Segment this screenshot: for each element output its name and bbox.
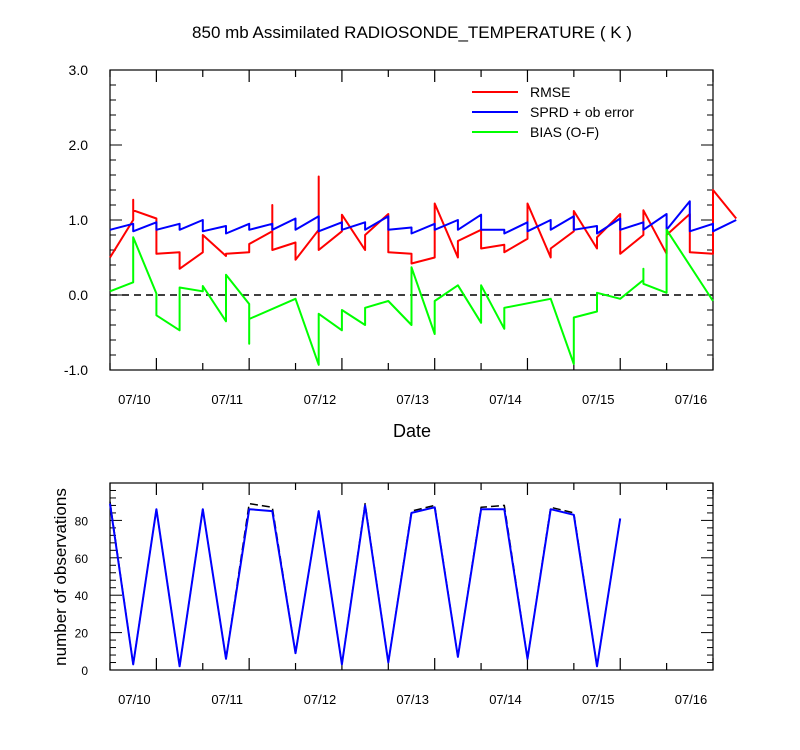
series-line-sprd-ob-error — [109, 200, 737, 235]
y-axis-label: number of observations — [51, 488, 70, 666]
y-tick-label: 1.0 — [69, 212, 89, 228]
series-line-possible — [109, 501, 621, 668]
y-tick-label: 3.0 — [69, 62, 89, 78]
x-tick-label: 07/16 — [675, 692, 708, 707]
bottom-chart: 07/10 07/11 07/12 07/13 07/14 07/15 07/16 0 20 40… — [51, 482, 714, 707]
bottom-plot-frame — [109, 482, 714, 671]
legend-label: SPRD + ob error — [530, 104, 634, 120]
series-line-bias-o-f — [109, 228, 714, 366]
top-axis-ticks: 07/10 07/11 07/12 07/13 07/14 07/15 07/16 -1.0 0… — [64, 62, 714, 407]
series-line-rmse — [109, 175, 737, 270]
x-tick-label: 07/15 — [582, 692, 615, 707]
bottom-series-lines — [109, 501, 622, 668]
x-tick-label: 07/10 — [118, 692, 151, 707]
x-tick-label: 07/16 — [675, 392, 708, 407]
y-tick-label: 40 — [75, 589, 89, 603]
x-tick-label: 07/13 — [396, 692, 429, 707]
x-tick-label: 07/11 — [211, 692, 243, 707]
y-tick-label: 80 — [75, 514, 89, 528]
x-tick-label: 07/13 — [396, 392, 429, 407]
y-tick-label: -1.0 — [64, 362, 88, 378]
legend-label: RMSE — [530, 84, 570, 100]
x-tick-label: 07/12 — [304, 692, 337, 707]
top-series-lines — [109, 175, 737, 366]
x-tick-label: 07/15 — [582, 392, 615, 407]
x-tick-label: 07/14 — [489, 392, 522, 407]
y-tick-label: 20 — [75, 627, 89, 641]
x-tick-label: 07/11 — [211, 392, 243, 407]
y-tick-label: 0.0 — [69, 287, 89, 303]
y-tick-label: 60 — [75, 552, 89, 566]
y-tick-label: 2.0 — [69, 137, 89, 153]
x-tick-label: 07/14 — [489, 692, 522, 707]
x-tick-label: 07/12 — [304, 392, 337, 407]
x-tick-label: 07/10 — [118, 392, 151, 407]
series-line-assimilated — [109, 503, 622, 668]
legend-label: BIAS (O-F) — [530, 124, 599, 140]
bottom-axis-ticks: 07/10 07/11 07/12 07/13 07/14 07/15 07/16 0 20 40… — [75, 482, 714, 707]
legend: RMSE SPRD + ob error BIAS (O-F) — [472, 84, 634, 140]
chart-title: 850 mb Assimilated RADIOSONDE_TEMPERATUR… — [192, 23, 632, 42]
x-axis-label: Date — [393, 421, 431, 441]
top-chart: 850 mb Assimilated RADIOSONDE_TEMPERATUR… — [64, 23, 737, 441]
y-tick-label: 0 — [81, 664, 88, 678]
